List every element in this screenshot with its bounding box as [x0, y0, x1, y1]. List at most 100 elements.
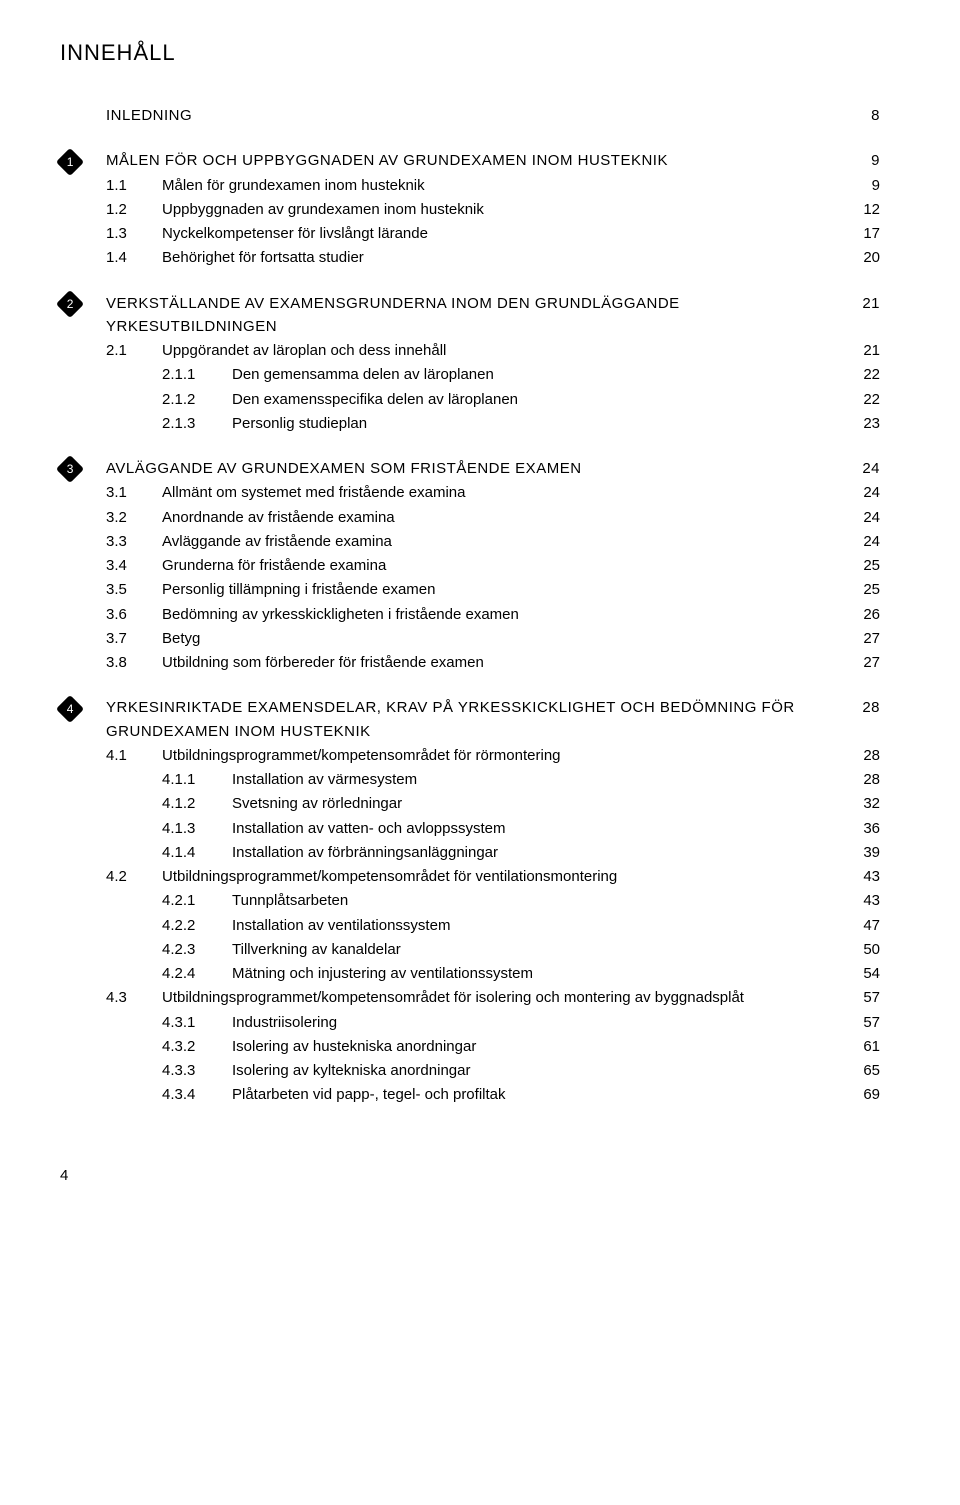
toc-number: 4.2.1	[162, 889, 232, 912]
toc-row: 4.3Utbildningsprogrammet/kompetensområde…	[60, 986, 880, 1009]
toc-row: 3.5Personlig tillämpning i fristående ex…	[60, 578, 880, 601]
toc-page: 24	[844, 506, 880, 529]
toc-number: 4.3.4	[162, 1083, 232, 1106]
toc-row: 4.1.1Installation av värmesystem28	[60, 768, 880, 791]
toc-page: 65	[844, 1059, 880, 1082]
toc-number: 1.4	[106, 246, 162, 269]
toc-row: 1MÅLEN FÖR OCH UPPBYGGNADEN AV GRUNDEXAM…	[60, 149, 880, 172]
section-badge-icon: 4	[56, 694, 84, 722]
section-badge-icon: 1	[56, 147, 84, 175]
toc-page: 36	[844, 817, 880, 840]
toc-number: 4.2	[106, 865, 162, 888]
toc-row: 4.1Utbildningsprogrammet/kompetensområde…	[60, 744, 880, 767]
toc-row: 1.1Målen för grundexamen inom husteknik9	[60, 174, 880, 197]
toc-page: 25	[844, 554, 880, 577]
toc-page: 28	[844, 696, 880, 719]
toc-number: 4.3.2	[162, 1035, 232, 1058]
toc-page: 57	[844, 1011, 880, 1034]
toc-label: Utbildningsprogrammet/kompetensområdet f…	[162, 986, 844, 1009]
toc-label: VERKSTÄLLANDE AV EXAMENSGRUNDERNA INOM D…	[106, 292, 844, 339]
toc-number: 3.2	[106, 506, 162, 529]
toc-page: 22	[844, 388, 880, 411]
toc-number: 4.1	[106, 744, 162, 767]
toc-label: Utbildning som förbereder för fristående…	[162, 651, 844, 674]
toc-page: 69	[844, 1083, 880, 1106]
toc-label: Installation av vatten- och avloppssyste…	[232, 817, 844, 840]
toc-page: 25	[844, 578, 880, 601]
toc-page: 43	[844, 889, 880, 912]
toc-row: 2.1.3Personlig studieplan23	[60, 412, 880, 435]
toc-label: Betyg	[162, 627, 844, 650]
toc-label: Uppbyggnaden av grundexamen inom hustekn…	[162, 198, 844, 221]
toc-page: 8	[844, 104, 880, 127]
toc-row: 1.4Behörighet för fortsatta studier20	[60, 246, 880, 269]
toc-label: Behörighet för fortsatta studier	[162, 246, 844, 269]
toc-label: Installation av värmesystem	[232, 768, 844, 791]
toc-row: 4.1.4Installation av förbränningsanläggn…	[60, 841, 880, 864]
toc-page: 39	[844, 841, 880, 864]
toc-row: 1.2Uppbyggnaden av grundexamen inom hust…	[60, 198, 880, 221]
toc-number: 2.1.1	[162, 363, 232, 386]
section-badge-icon: 2	[56, 290, 84, 318]
section-marker: 3	[60, 457, 106, 479]
toc-label: Grunderna för fristående examina	[162, 554, 844, 577]
toc-label: Svetsning av rörledningar	[232, 792, 844, 815]
toc-number: 1.2	[106, 198, 162, 221]
toc-row: 3.4Grunderna för fristående examina25	[60, 554, 880, 577]
toc-row: 4.3.2Isolering av hustekniska anordninga…	[60, 1035, 880, 1058]
toc-number: 4.3.1	[162, 1011, 232, 1034]
toc-page: 32	[844, 792, 880, 815]
toc-label: Allmänt om systemet med fristående exami…	[162, 481, 844, 504]
toc-row: 3.7Betyg27	[60, 627, 880, 650]
toc-page: 17	[844, 222, 880, 245]
toc-label: Isolering av kyltekniska anordningar	[232, 1059, 844, 1082]
toc-label: Utbildningsprogrammet/kompetensområdet f…	[162, 744, 844, 767]
toc-number: 4.2.2	[162, 914, 232, 937]
toc-row: 4.1.3Installation av vatten- och avlopps…	[60, 817, 880, 840]
toc-label: Utbildningsprogrammet/kompetensområdet f…	[162, 865, 844, 888]
toc-row: 2.1.1Den gemensamma delen av läroplanen2…	[60, 363, 880, 386]
section-badge-number: 3	[67, 460, 74, 479]
toc-number: 3.8	[106, 651, 162, 674]
section-marker: 1	[60, 150, 106, 172]
toc-row: 3.8Utbildning som förbereder för friståe…	[60, 651, 880, 674]
toc-label: Tillverkning av kanaldelar	[232, 938, 844, 961]
toc-label: AVLÄGGANDE AV GRUNDEXAMEN SOM FRISTÅENDE…	[106, 457, 844, 480]
toc-row: 4.3.1Industriisolering57	[60, 1011, 880, 1034]
toc-number: 2.1.3	[162, 412, 232, 435]
toc-page: 24	[844, 457, 880, 480]
toc-page: 23	[844, 412, 880, 435]
toc-number: 1.1	[106, 174, 162, 197]
toc-label: Isolering av hustekniska anordningar	[232, 1035, 844, 1058]
toc-page: 28	[844, 744, 880, 767]
toc-page: 50	[844, 938, 880, 961]
toc-label: Bedömning av yrkesskickligheten i fristå…	[162, 603, 844, 626]
toc-row: 4.2.1Tunnplåtsarbeten43	[60, 889, 880, 912]
toc-label: Målen för grundexamen inom husteknik	[162, 174, 844, 197]
toc-number: 4.1.4	[162, 841, 232, 864]
toc-number: 4.3	[106, 986, 162, 1009]
toc-label: Installation av förbränningsanläggningar	[232, 841, 844, 864]
toc-number: 3.4	[106, 554, 162, 577]
toc-page: 43	[844, 865, 880, 888]
toc-number: 4.2.3	[162, 938, 232, 961]
toc-row: 2.1.2Den examensspecifika delen av lärop…	[60, 388, 880, 411]
toc-row: 4.2.4Mätning och injustering av ventilat…	[60, 962, 880, 985]
toc-page: 24	[844, 530, 880, 553]
toc-page: 9	[844, 174, 880, 197]
toc-label: INLEDNING	[106, 104, 844, 127]
toc-number: 3.6	[106, 603, 162, 626]
toc-number: 4.3.3	[162, 1059, 232, 1082]
toc-number: 4.1.2	[162, 792, 232, 815]
toc-page: 22	[844, 363, 880, 386]
toc-row: 4.3.3Isolering av kyltekniska anordninga…	[60, 1059, 880, 1082]
toc-page: 12	[844, 198, 880, 221]
toc-label: MÅLEN FÖR OCH UPPBYGGNADEN AV GRUNDEXAME…	[106, 149, 844, 172]
section-marker: 4	[60, 697, 106, 719]
toc-page: 21	[844, 339, 880, 362]
toc-page: 26	[844, 603, 880, 626]
toc-label: Anordnande av fristående examina	[162, 506, 844, 529]
toc-row: 3 AVLÄGGANDE AV GRUNDEXAMEN SOM FRISTÅEND…	[60, 457, 880, 480]
toc-number: 3.7	[106, 627, 162, 650]
toc-label: Personlig tillämpning i fristående exame…	[162, 578, 844, 601]
